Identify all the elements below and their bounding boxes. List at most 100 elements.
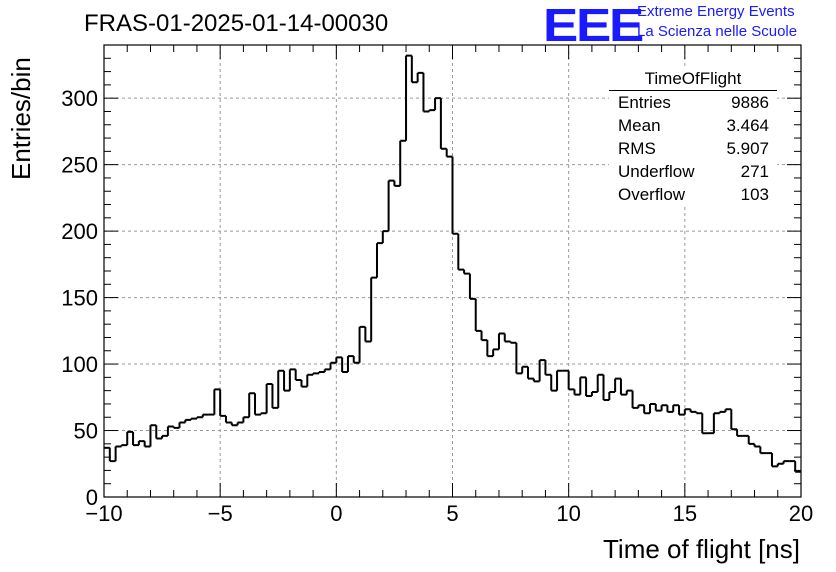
histogram-bin: [201, 413, 209, 418]
histogram-bin: [294, 369, 302, 382]
x-tick-label: 10: [556, 501, 580, 526]
histogram-bin: [585, 377, 592, 397]
x-axis-label: Time of flight [ns]: [603, 534, 800, 564]
histogram-bin: [422, 72, 430, 113]
histogram-bin: [300, 380, 308, 388]
histogram-bin: [219, 389, 226, 417]
histogram-bin: [666, 405, 674, 413]
histogram-bin: [155, 425, 163, 440]
histogram-bin: [288, 368, 296, 391]
stats-row-rms: RMS 5.907: [609, 137, 777, 160]
stats-key: Underflow: [618, 162, 695, 181]
logo-caption-2: La Scienza nelle Scuole: [637, 23, 798, 40]
stats-title: TimeOfFlight: [609, 68, 777, 91]
histogram-bin: [759, 446, 767, 455]
histogram-bin: [753, 443, 761, 448]
histogram-bin: [544, 360, 552, 376]
histogram-bin: [590, 390, 598, 396]
x-tick-label: 5: [446, 501, 458, 526]
histogram-bin: [602, 374, 610, 401]
histogram-bin: [701, 413, 709, 435]
histogram-bin: [457, 233, 465, 271]
stats-key: RMS: [618, 139, 656, 158]
histogram-bin: [387, 179, 395, 232]
histogram-bin: [718, 410, 726, 414]
histogram-bin: [120, 444, 128, 447]
stats-value: 5.907: [726, 139, 769, 158]
y-tick-label: 200: [61, 219, 98, 244]
y-tick-label: 50: [74, 419, 98, 444]
histogram-bin: [375, 242, 383, 278]
histogram-bin: [474, 298, 482, 332]
histogram-bin: [317, 371, 325, 374]
histogram-bin: [254, 393, 261, 416]
stats-value: 9886: [731, 93, 769, 112]
histogram-bin: [323, 368, 331, 373]
histogram-bin: [556, 369, 563, 391]
histogram-bin: [178, 421, 186, 428]
histogram-bin: [503, 333, 511, 343]
histogram-bin: [736, 429, 743, 437]
histogram-bin: [416, 71, 424, 83]
histogram-bin: [480, 330, 488, 342]
y-tick-label: 300: [61, 86, 98, 111]
histogram-bin: [428, 109, 436, 112]
histogram-bin: [364, 326, 372, 343]
x-tick-label: −5: [208, 501, 233, 526]
histogram-bin: [445, 148, 453, 158]
logo-caption-1: Extreme Energy Events: [637, 3, 795, 20]
histogram-bin: [312, 372, 319, 375]
histogram-bin: [114, 445, 122, 462]
histogram-bin: [224, 415, 232, 424]
histogram-bin: [399, 139, 407, 186]
histogram-bin: [439, 98, 447, 150]
stats-row-mean: Mean 3.464: [609, 114, 777, 137]
histogram-bin: [567, 370, 575, 391]
histogram-bin: [608, 390, 616, 400]
stats-key: Entries: [618, 93, 671, 112]
histogram-bin: [648, 402, 656, 414]
histogram-bin: [527, 366, 534, 380]
histogram-bin: [730, 409, 738, 431]
histogram-bin: [451, 156, 459, 235]
y-axis-label: Entries/bin: [6, 57, 36, 180]
histogram-bin: [747, 435, 755, 445]
histogram-title: FRAS-01-2025-01-14-00030: [84, 10, 389, 37]
y-tick-label: 100: [61, 352, 98, 377]
stats-key: Mean: [618, 116, 661, 135]
histogram-bin: [689, 409, 697, 413]
histogram-bin: [358, 325, 366, 363]
histogram-bin: [166, 425, 174, 436]
histogram-bin: [770, 453, 778, 468]
x-tick-label: −10: [85, 501, 122, 526]
x-tick-label: 20: [789, 501, 813, 526]
stats-key: Overflow: [618, 185, 686, 204]
histogram-bin: [242, 416, 250, 423]
histogram-bin: [463, 269, 470, 275]
stats-value: 271: [740, 162, 769, 181]
stats-box: TimeOfFlight Entries 9886 Mean 3.464 RMS…: [609, 68, 777, 206]
histogram-bin: [776, 462, 784, 467]
axis-ticks: [103, 44, 802, 498]
histogram-bin: [346, 355, 354, 373]
y-tick-label: 250: [61, 153, 98, 178]
x-tick-label: 0: [330, 501, 342, 526]
histogram-series: [104, 54, 801, 473]
histogram-bin: [108, 447, 116, 463]
histogram-bin: [695, 411, 703, 415]
histogram-bin: [329, 361, 337, 370]
stats-value: 103: [740, 185, 769, 204]
y-tick-label: 0: [86, 485, 98, 510]
y-tick-label: 150: [61, 286, 98, 311]
histogram-bin: [236, 421, 244, 426]
histogram-bin: [132, 431, 139, 447]
histogram-bin: [259, 412, 267, 415]
histogram-bin: [393, 180, 401, 187]
histogram-bin: [492, 348, 499, 357]
stats-value: 3.464: [726, 116, 769, 135]
histogram-bin: [381, 230, 389, 244]
histogram-bin: [161, 434, 168, 439]
histogram-bin: [782, 460, 790, 464]
